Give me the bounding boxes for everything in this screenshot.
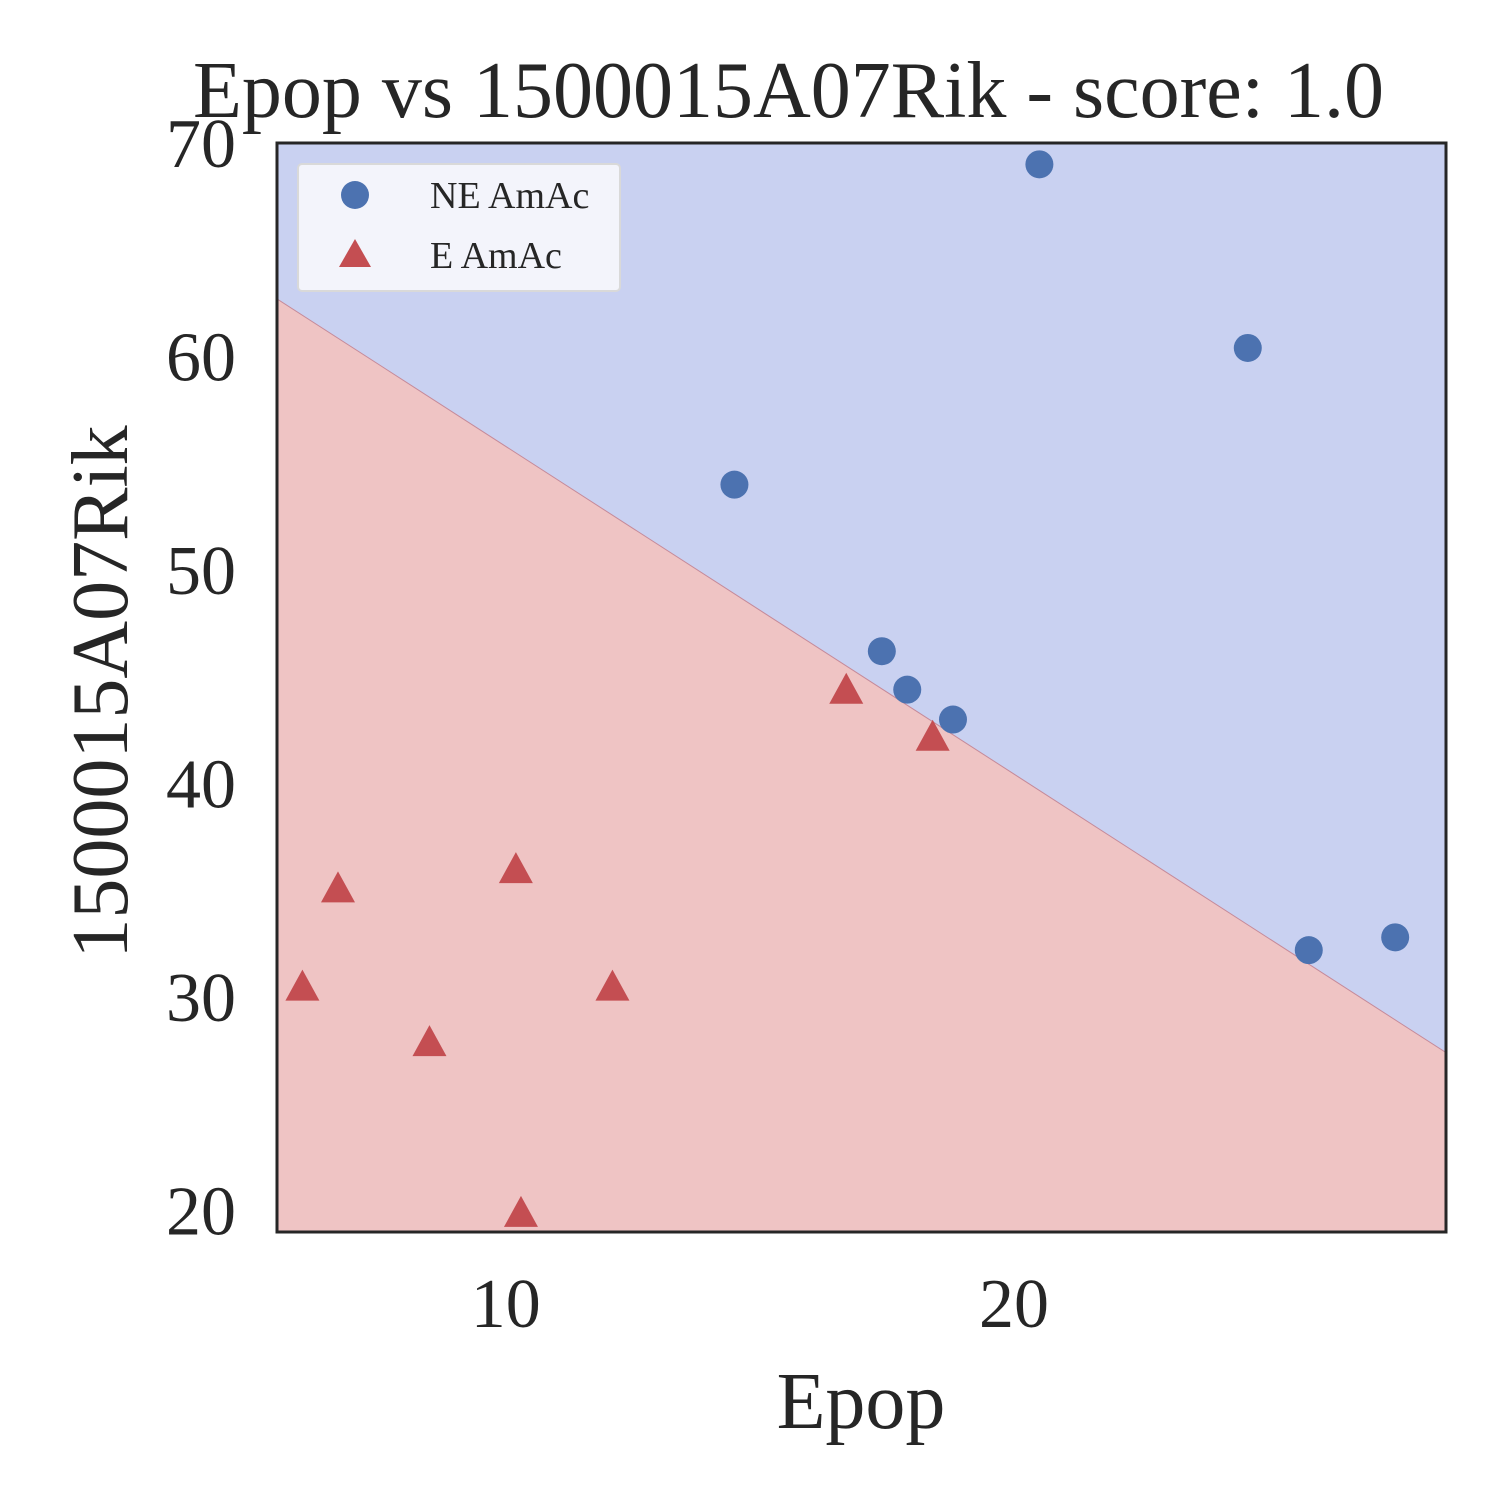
legend-label-ne-amac: NE AmAc <box>430 175 589 217</box>
point-e-amac-2 <box>915 719 950 751</box>
point-ne-amac-7 <box>1294 936 1323 965</box>
point-e-amac-3 <box>320 871 355 903</box>
chart-title: Epop vs 1500015A07Rik - score: 1.0 <box>193 47 1384 135</box>
x-axis-label: Epop <box>777 1358 946 1446</box>
decision-regions <box>277 143 1446 1232</box>
legend-marker-e-amac <box>339 239 371 267</box>
plot-frame <box>275 141 1448 1234</box>
point-e-amac-1 <box>829 672 864 704</box>
point-e-amac-8 <box>503 1195 538 1227</box>
y-tick-label-40: 40 <box>166 747 236 824</box>
data-points <box>285 150 1410 1227</box>
point-ne-amac-3 <box>720 470 749 499</box>
y-axis-ticks: 20 30 40 50 60 70 <box>166 106 236 1251</box>
point-ne-amac-1 <box>1025 150 1054 179</box>
decision-boundary-line <box>277 298 1446 1054</box>
legend-label-e-amac: E AmAc <box>430 235 562 277</box>
y-tick-label-70: 70 <box>166 106 236 183</box>
x-tick-label-10: 10 <box>471 1266 541 1343</box>
point-e-amac-5 <box>412 1025 447 1057</box>
point-e-amac-4 <box>285 969 320 1001</box>
point-ne-amac-4 <box>867 637 896 666</box>
y-tick-label-60: 60 <box>166 320 236 397</box>
point-ne-amac-2 <box>1233 333 1262 362</box>
point-e-amac-7 <box>595 969 630 1001</box>
y-tick-label-50: 50 <box>166 533 236 610</box>
y-tick-label-30: 30 <box>166 960 236 1037</box>
point-ne-amac-6 <box>938 705 967 734</box>
point-ne-amac-8 <box>1381 923 1410 952</box>
ne-amac-region <box>277 143 1446 1053</box>
y-axis-label: 1500015A07Rik <box>57 425 145 958</box>
point-ne-amac-5 <box>893 675 922 704</box>
y-tick-label-20: 20 <box>166 1174 236 1251</box>
legend: NE AmAc E AmAc <box>297 163 621 292</box>
x-tick-label-20: 20 <box>979 1266 1049 1343</box>
x-axis-ticks: 10 20 <box>471 1266 1049 1343</box>
e-amac-region <box>277 298 1446 1232</box>
point-e-amac-6 <box>498 852 533 884</box>
legend-marker-ne-amac <box>341 181 369 209</box>
legend-box <box>297 163 621 292</box>
